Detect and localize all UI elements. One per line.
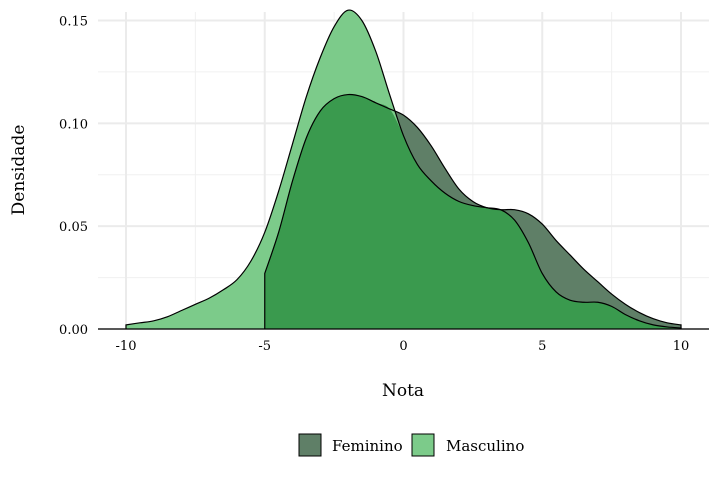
y-tick-label: 0.00 xyxy=(59,323,88,338)
x-tick-label: 5 xyxy=(538,339,546,354)
x-tick-label: 10 xyxy=(673,339,690,354)
density-line-feminino xyxy=(264,93,682,329)
x-tick-label: 0 xyxy=(399,339,407,354)
x-axis-title: Nota xyxy=(382,381,424,401)
legend-key-masculino xyxy=(411,433,435,457)
density-areas xyxy=(125,9,682,330)
x-tick-label: -5 xyxy=(258,339,271,354)
y-tick-label: 0.10 xyxy=(59,117,88,132)
legend: Feminino Masculino xyxy=(298,433,524,457)
x-tick-label: -10 xyxy=(116,339,137,354)
y-tick-label: 0.15 xyxy=(59,15,88,30)
axes: -10 -5 0 5 10 0.00 0.05 0.10 0.15 xyxy=(59,15,709,354)
legend-key-feminino xyxy=(298,433,322,457)
density-line-masculino xyxy=(125,9,682,329)
y-tick-label: 0.05 xyxy=(59,220,88,235)
density-overlap-area xyxy=(264,94,681,329)
y-axis-title: Densidade xyxy=(9,125,29,216)
legend-label-feminino: Feminino xyxy=(332,437,403,455)
legend-label-masculino: Masculino xyxy=(446,437,524,455)
